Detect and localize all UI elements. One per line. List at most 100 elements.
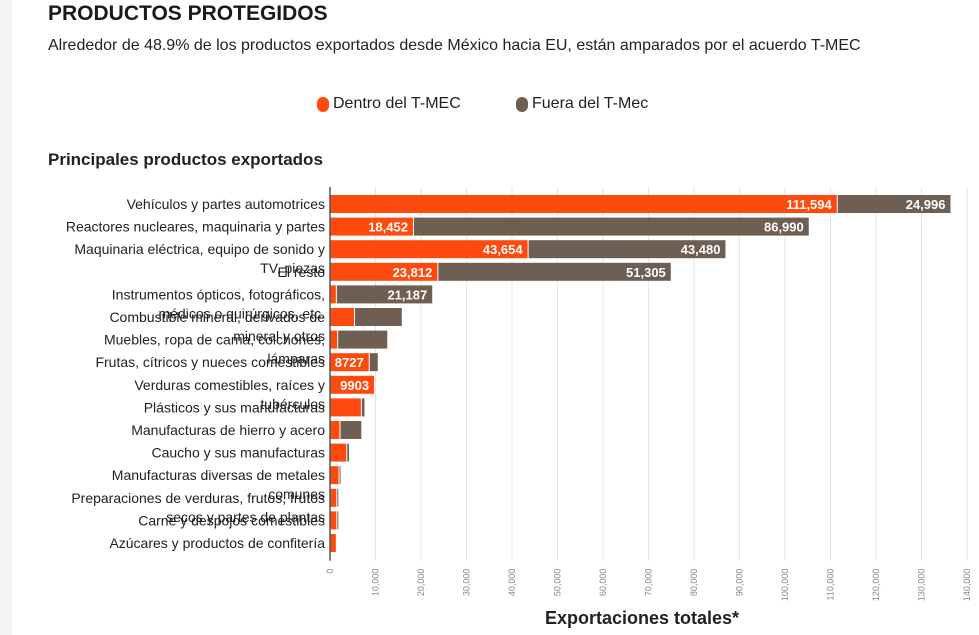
y-category-label-line: Plásticos y sus manufacturas: [144, 399, 325, 415]
y-category-label-line: El resto: [278, 264, 326, 280]
y-category-label-line: Manufacturas diversas de metales: [112, 467, 325, 483]
x-tick-label: 10,000: [371, 569, 381, 597]
bar-fuera: [337, 488, 339, 507]
y-category-label: Instrumentos ópticos, fotográficos, médic…: [112, 286, 325, 321]
y-category-label: Plásticos y sus manufacturas: [144, 399, 325, 415]
y-category-label: Carne y despojos comestibles: [138, 512, 325, 528]
bar-value-label: 111,594: [786, 197, 832, 212]
bar-value-label: 43,654: [483, 242, 524, 257]
bar-fuera: [340, 421, 362, 439]
x-tick-label: 130,000: [917, 569, 927, 602]
legend-label-outside: Fuera del T-Mec: [532, 95, 649, 112]
legend: Dentro del T-MEC Fuera del T-Mec: [0, 94, 979, 114]
x-tick-label: 80,000: [689, 569, 699, 597]
y-category-label-line: Reactores nucleares, maquinaria y partes: [66, 219, 325, 235]
page-title: PRODUCTOS PROTEGIDOS: [48, 2, 328, 25]
x-tick-label: 50,000: [553, 569, 563, 597]
y-category-label: Vehículos y partes automotrices: [127, 196, 325, 212]
x-tick-label: 110,000: [826, 569, 836, 601]
y-category-label-line: Preparaciones de verduras, frutos, fruto…: [71, 490, 325, 506]
bar-value-label: 43,480: [681, 242, 721, 257]
y-category-label: Muebles, ropa de cama, colchones, lámpara…: [104, 332, 325, 367]
bar-fuera: [369, 353, 378, 372]
y-category-label-line: Verduras comestibles, raíces y: [134, 377, 325, 393]
y-category-label: Maquinaria eléctrica, equipo de sonido y…: [74, 241, 325, 276]
x-tick-label: 100,000: [780, 569, 790, 602]
bar-value-label: 9903: [340, 378, 369, 393]
bar-dentro: [330, 262, 438, 281]
bar-dentro: [330, 285, 336, 304]
bar-fuera: [528, 240, 726, 259]
bar-dentro: [330, 511, 337, 530]
bar-dentro: [330, 466, 339, 485]
y-category-label-line: Vehículos y partes automotrices: [127, 196, 325, 212]
legend-item-inside: Dentro del T-MEC: [317, 94, 461, 114]
bar-value-label: 51,305: [626, 265, 666, 280]
y-category-label: Manufacturas diversas de metales comunes: [112, 467, 325, 502]
x-axis-title: Exportaciones totales*: [545, 608, 740, 628]
y-category-label-line: Frutas, cítricos y nueces comestibles: [95, 354, 325, 370]
bar-fuera: [336, 285, 433, 304]
y-category-label-line: Azúcares y productos de confitería: [109, 535, 325, 551]
legend-item-outside: Fuera del T-Mec: [516, 94, 648, 114]
y-category-label: Reactores nucleares, maquinaria y partes: [66, 219, 325, 235]
bar-dentro: [330, 443, 347, 462]
bar-fuera: [438, 262, 671, 281]
legend-swatch-inside: [317, 96, 329, 112]
x-tick-label: 70,000: [644, 569, 654, 597]
bar-fuera: [361, 398, 365, 417]
bar-dentro: [330, 375, 375, 394]
x-tick-label: 60,000: [598, 569, 608, 597]
page-edge-strip: [0, 0, 12, 635]
bar-dentro: [330, 421, 340, 439]
bar-dentro: [330, 217, 413, 236]
bar-fuera: [413, 217, 809, 236]
bar-value-label: 21,187: [387, 287, 427, 302]
y-category-label-line: lámparas: [267, 351, 325, 367]
legend-swatch-outside: [516, 96, 528, 112]
page-subtitle: Alrededor de 48.9% de los productos expo…: [48, 37, 861, 54]
y-category-label-line: Manufacturas de hierro y acero: [131, 422, 325, 438]
x-tick-label: 140,000: [962, 569, 972, 602]
y-category-label-line: Maquinaria eléctrica, equipo de sonido y: [74, 241, 325, 257]
bar-value-label: 86,990: [764, 220, 804, 235]
x-tick-label: 120,000: [871, 569, 881, 602]
bar-dentro: [330, 398, 361, 417]
y-category-label: Frutas, cítricos y nueces comestibles: [95, 354, 325, 370]
y-category-label: El resto: [278, 264, 326, 280]
y-category-label: Caucho y sus manufacturas: [151, 445, 325, 461]
legend-label-inside: Dentro del T-MEC: [333, 95, 461, 112]
bar-dentro: [330, 240, 528, 259]
y-category-label-line: secos y partes de plantas: [166, 509, 325, 525]
bar-dentro: [330, 308, 355, 326]
y-category-label-line: Instrumentos ópticos, fotográficos,: [112, 286, 325, 302]
y-category-label-line: médicos o quirúrgicos, etc.: [158, 305, 325, 321]
y-category-label-line: TV, piezas: [260, 260, 325, 276]
bar-fuera: [337, 511, 339, 530]
y-category-label: Preparaciones de verduras, frutos, fruto…: [71, 490, 325, 525]
y-category-label: Manufacturas de hierro y acero: [131, 422, 325, 438]
bar-fuera: [339, 466, 341, 485]
bar-fuera: [355, 308, 402, 326]
y-category-label: Combustible mineral, derivados de mineral…: [109, 309, 325, 344]
bar-dentro: [330, 330, 338, 349]
bar-fuera: [837, 195, 951, 213]
x-tick-label: 20,000: [416, 569, 426, 597]
y-category-label: Azúcares y productos de confitería: [109, 535, 325, 551]
bar-fuera: [338, 330, 388, 349]
y-category-label-line: Caucho y sus manufacturas: [151, 445, 325, 461]
y-category-label-line: Carne y despojos comestibles: [138, 512, 325, 528]
bar-dentro: [330, 488, 337, 507]
bar-value-label: 24,996: [906, 197, 946, 212]
y-category-label-line: Muebles, ropa de cama, colchones,: [104, 332, 325, 348]
x-tick-label: 40,000: [507, 569, 517, 597]
y-category-label-line: tubérculos: [260, 396, 325, 412]
x-tick-label: 30,000: [462, 569, 472, 597]
bar-dentro: [330, 534, 336, 552]
y-category-label: Verduras comestibles, raíces y tubérculos: [134, 377, 325, 412]
chart-title: Principales productos exportados: [48, 150, 323, 169]
x-tick-label: 90,000: [735, 569, 745, 597]
y-category-label-line: Combustible mineral, derivados de: [109, 309, 325, 325]
y-category-label-line: mineral y otros: [233, 328, 325, 344]
